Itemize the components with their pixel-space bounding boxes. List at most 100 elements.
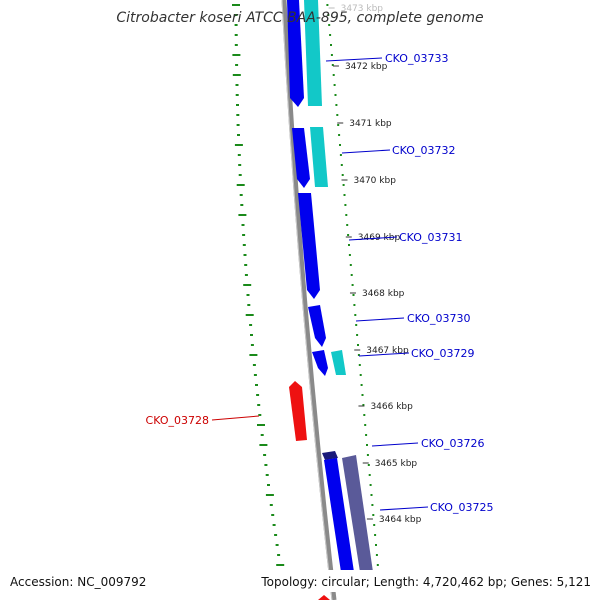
gc-skew-mark	[263, 454, 267, 456]
gc-skew-mark	[366, 444, 368, 446]
forward-cds-feature[interactable]	[298, 193, 320, 299]
gc-skew-mark	[330, 54, 333, 56]
tick-label: 3465 kbp	[375, 459, 418, 469]
gc-skew-mark	[245, 314, 254, 316]
tick-label: 3472 kbp	[345, 62, 388, 72]
gc-skew-mark	[357, 344, 359, 346]
gc-skew-mark	[235, 84, 239, 86]
gc-skew-mark	[237, 154, 241, 156]
gc-skew-mark	[244, 264, 248, 266]
gc-skew-mark	[265, 474, 269, 476]
gc-skew-mark	[366, 454, 369, 456]
gc-skew-mark	[347, 234, 350, 236]
gc-skew-mark	[260, 434, 264, 436]
gc-skew-mark	[371, 504, 374, 506]
gc-skew-mark	[334, 94, 337, 96]
reverse-cds-feature[interactable]	[331, 350, 346, 375]
gc-skew-mark	[242, 244, 246, 246]
gc-skew-mark	[240, 204, 244, 206]
summary-text: Topology: circular; Length: 4,720,462 bp…	[260, 575, 591, 589]
gc-skew-mark	[238, 214, 247, 216]
forward-cds-feature[interactable]	[287, 0, 304, 107]
gc-skew-mark	[349, 264, 352, 266]
gene-leader-line	[211, 415, 260, 421]
gc-skew-mark	[234, 34, 238, 36]
forward-cds-feature[interactable]	[292, 128, 310, 188]
gc-skew-mark	[236, 124, 240, 126]
gc-skew-mark	[234, 144, 243, 146]
gc-skew-mark	[267, 484, 270, 486]
gc-skew-mark	[232, 54, 241, 56]
gc-skew-mark	[236, 104, 239, 106]
genome-backbone-highlight	[281, 0, 333, 600]
gc-skew-mark	[247, 304, 251, 306]
gc-skew-mark	[249, 324, 253, 326]
gene-label-cko-03730[interactable]: CKO_03730	[407, 312, 470, 325]
gc-skew-mark	[328, 24, 331, 26]
gc-skew-mark	[232, 74, 241, 76]
gc-skew-mark	[338, 134, 341, 136]
gc-skew-mark	[376, 564, 379, 566]
gc-skew-mark	[253, 374, 257, 376]
gene-label-cko-03726[interactable]: CKO_03726	[421, 437, 484, 450]
gene-label-cko-03729[interactable]: CKO_03729	[411, 347, 474, 360]
gene-label-cko-03725[interactable]: CKO_03725	[430, 501, 493, 514]
gc-skew-mark	[269, 504, 273, 506]
gene-label-cko-03728[interactable]: CKO_03728	[146, 414, 209, 427]
gc-skew-mark	[374, 534, 377, 536]
gene-leader-line	[371, 442, 419, 447]
gc-skew-mark	[327, 14, 330, 16]
tick-label: 3470 kbp	[354, 176, 397, 186]
gene-leader-line	[325, 57, 383, 62]
gc-skew-mark	[236, 184, 245, 186]
gc-skew-mark	[243, 284, 252, 286]
gc-skew-mark	[353, 304, 356, 306]
tick-label: 3471 kbp	[349, 119, 392, 129]
gc-skew-mark	[375, 544, 377, 546]
tick-label: 3473 kbp	[341, 4, 384, 14]
gc-skew-mark	[359, 374, 362, 376]
gc-skew-mark	[238, 164, 242, 166]
gc-skew-mark	[357, 354, 360, 356]
forward-cds-feature[interactable]	[324, 458, 354, 572]
gc-skew-mark	[356, 334, 359, 336]
gc-skew-mark	[237, 134, 240, 136]
gc-skew-mark	[355, 324, 358, 326]
reverse-cds-feature[interactable]	[342, 455, 373, 572]
gc-skew-mark	[375, 554, 378, 556]
gc-skew-mark	[258, 414, 262, 416]
forward-cds-feature[interactable]	[322, 451, 338, 460]
gene-leader-line	[341, 149, 391, 154]
gc-skew-mark	[264, 464, 268, 466]
reverse-cds-feature[interactable]	[304, 0, 322, 106]
gene-label-cko-03731[interactable]: CKO_03731	[399, 231, 462, 244]
rna-feature[interactable]	[318, 595, 330, 600]
gc-skew-mark	[358, 364, 361, 366]
gc-skew-mark	[276, 564, 285, 566]
gc-skew-mark	[368, 474, 371, 476]
gene-label-cko-03732[interactable]: CKO_03732	[392, 144, 455, 157]
gc-skew-mark	[235, 64, 239, 66]
gc-skew-mark	[256, 394, 260, 396]
gene-label-cko-03733[interactable]: CKO_03733	[385, 52, 448, 65]
gc-skew-mark	[265, 494, 274, 496]
forward-cds-feature[interactable]	[312, 350, 328, 376]
gc-skew-mark	[241, 224, 245, 226]
tick-label: 3468 kbp	[362, 289, 405, 299]
gc-skew-mark	[274, 534, 278, 536]
rna-feature[interactable]	[289, 381, 307, 441]
reverse-cds-feature[interactable]	[310, 127, 328, 187]
forward-cds-feature[interactable]	[308, 305, 326, 347]
gene-leader-line	[355, 317, 405, 322]
gene-leader-line	[379, 506, 429, 511]
gc-skew-mark	[345, 214, 348, 216]
gc-skew-mark	[331, 64, 334, 66]
gc-skew-mark	[259, 444, 268, 446]
gc-skew-mark	[344, 204, 347, 206]
gc-skew-mark	[335, 104, 338, 106]
gc-skew-mark	[351, 284, 354, 286]
gene-labels: CKO_03733 CKO_03732 CKO_03731 CKO_03730 CKO_…	[146, 52, 494, 514]
gc-skew-mark	[364, 424, 367, 426]
